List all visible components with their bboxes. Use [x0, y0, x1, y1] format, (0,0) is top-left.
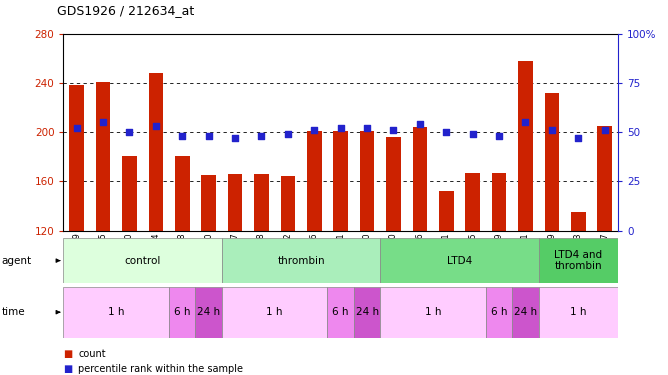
Point: [150, 123, 161, 129]
Text: 24 h: 24 h: [355, 307, 379, 317]
Bar: [380, 238, 538, 283]
Text: count: count: [78, 350, 106, 359]
Text: thrombin: thrombin: [277, 256, 325, 266]
Text: percentile rank within the sample: percentile rank within the sample: [78, 364, 243, 374]
Bar: [597, 126, 612, 231]
Point: [230, 135, 240, 141]
Text: 6 h: 6 h: [491, 307, 507, 317]
Text: 6 h: 6 h: [333, 307, 349, 317]
Text: 24 h: 24 h: [514, 307, 537, 317]
Point: [388, 127, 399, 133]
Point: [362, 125, 373, 131]
Bar: [222, 238, 380, 283]
Bar: [386, 137, 401, 231]
Point: [335, 125, 346, 131]
Bar: [538, 287, 618, 338]
Text: 24 h: 24 h: [197, 307, 220, 317]
Bar: [255, 174, 269, 231]
Bar: [492, 173, 506, 231]
Bar: [327, 287, 354, 338]
Bar: [538, 238, 618, 283]
Bar: [196, 287, 222, 338]
Text: GDS1926 / 212634_at: GDS1926 / 212634_at: [57, 4, 194, 17]
Point: [71, 125, 82, 131]
Text: ■: ■: [63, 364, 73, 374]
Bar: [512, 287, 538, 338]
Text: 1 h: 1 h: [570, 307, 587, 317]
Text: time: time: [1, 307, 25, 317]
Bar: [307, 131, 321, 231]
Point: [441, 129, 452, 135]
Bar: [439, 191, 454, 231]
Bar: [63, 287, 169, 338]
Bar: [544, 93, 559, 231]
Bar: [354, 287, 380, 338]
Text: 1 h: 1 h: [108, 307, 124, 317]
Point: [124, 129, 135, 135]
Text: LTD4 and
thrombin: LTD4 and thrombin: [554, 250, 603, 272]
Bar: [96, 82, 110, 231]
Point: [573, 135, 584, 141]
Point: [203, 133, 214, 139]
Bar: [518, 61, 533, 231]
Bar: [148, 73, 163, 231]
Point: [520, 119, 531, 125]
Point: [494, 133, 504, 139]
Bar: [360, 131, 374, 231]
Bar: [333, 131, 348, 231]
Point: [546, 127, 557, 133]
Text: 1 h: 1 h: [425, 307, 442, 317]
Text: LTD4: LTD4: [447, 256, 472, 266]
Point: [415, 122, 426, 128]
Text: 6 h: 6 h: [174, 307, 190, 317]
Bar: [202, 175, 216, 231]
Text: control: control: [124, 256, 161, 266]
Text: ■: ■: [63, 350, 73, 359]
Bar: [380, 287, 486, 338]
Point: [283, 131, 293, 137]
Bar: [63, 238, 222, 283]
Bar: [571, 212, 586, 231]
Text: 1 h: 1 h: [267, 307, 283, 317]
Bar: [281, 177, 295, 231]
Bar: [413, 127, 427, 231]
Bar: [486, 287, 512, 338]
Point: [177, 133, 188, 139]
Bar: [466, 173, 480, 231]
Point: [599, 127, 610, 133]
Bar: [228, 174, 242, 231]
Bar: [69, 86, 84, 231]
Bar: [222, 287, 327, 338]
Bar: [122, 156, 137, 231]
Point: [309, 127, 319, 133]
Point: [256, 133, 267, 139]
Bar: [169, 287, 196, 338]
Text: agent: agent: [1, 256, 31, 266]
Point: [98, 119, 108, 125]
Bar: [175, 156, 190, 231]
Point: [468, 131, 478, 137]
